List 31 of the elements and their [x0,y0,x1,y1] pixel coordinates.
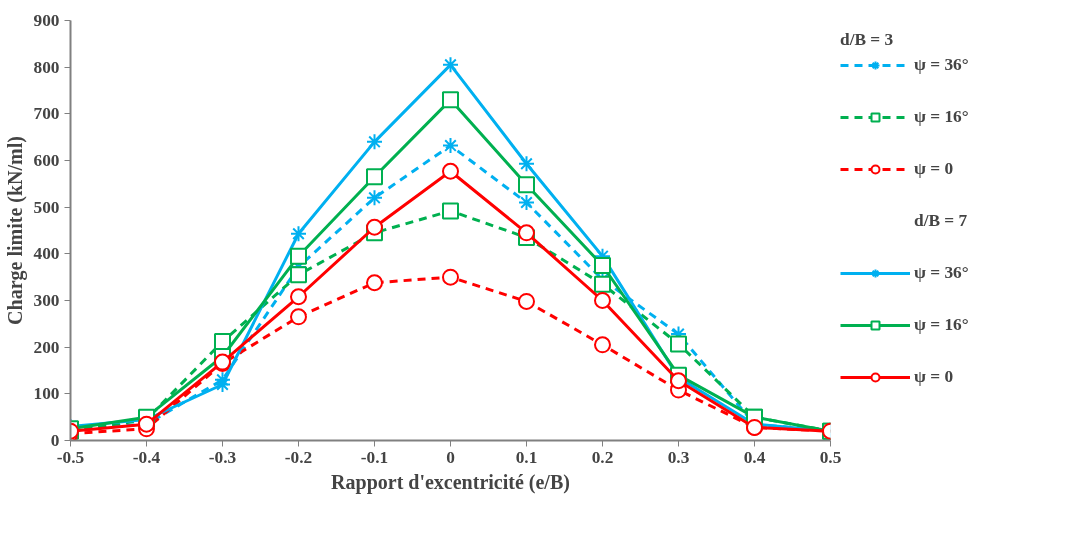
y-tick-label: 700 [33,104,60,124]
text: d/B = 7 [914,211,968,230]
x-axis-title: Rapport d'excentricité (e/B) [331,470,570,494]
y-tick-label: 0 [50,431,60,450]
legend-label: ψ = 0 [914,367,954,387]
x-tick-label: 0.5 [819,447,842,467]
y-axis-title: Charge limite (kN/ml) [3,136,27,325]
y-tick-label: 600 [33,151,60,170]
y-tick-label: 400 [33,244,60,264]
y-tick-label: 900 [33,11,60,30]
x-tick-label: -0.1 [360,447,389,467]
x-tick-label: -0.2 [284,447,313,467]
x-tick-label: 0.2 [591,447,614,467]
y-tick-label: 500 [33,197,60,217]
x-tick-label: 0.1 [515,447,538,467]
legend-label: ψ = 0 [914,159,954,179]
y-tick-label: 300 [33,291,60,310]
text: d/B = 3 [840,30,894,49]
legend-label: ψ = 36° [914,263,969,283]
x-tick-label: -0.4 [132,447,161,467]
x-tick-label: -0.5 [56,447,85,467]
legend-label: ψ = 16° [914,315,969,335]
y-tick-label: 200 [33,337,60,357]
y-tick-label: 100 [33,384,60,404]
x-tick-label: 0.4 [743,447,766,467]
x-tick-label: 0.3 [667,447,690,467]
x-tick-label: 0 [446,447,455,467]
y-tick-label: 800 [33,57,60,77]
legend-label: ψ = 36° [914,55,969,75]
legend-label: ψ = 16° [914,107,969,127]
x-tick-label: -0.3 [208,447,237,467]
